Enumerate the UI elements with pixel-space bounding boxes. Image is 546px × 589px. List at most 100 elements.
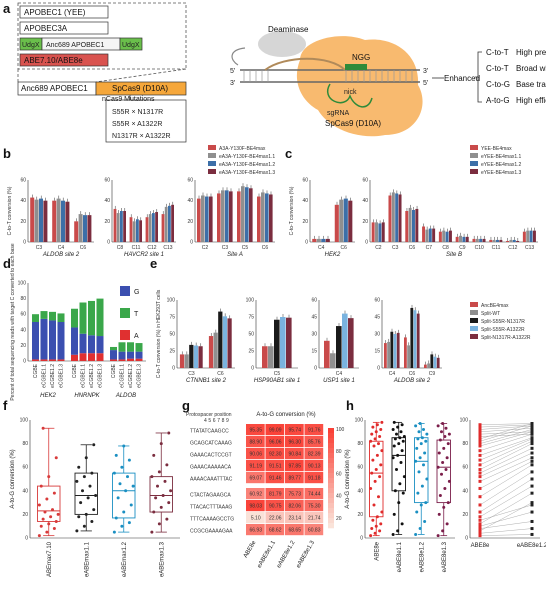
data-point: [116, 496, 120, 500]
y-tick-label: 40: [20, 198, 26, 204]
data-point: [120, 465, 124, 469]
color-scale-step: [328, 428, 334, 434]
y-tick-label: 80: [357, 441, 363, 447]
paired-point-left: [478, 430, 482, 434]
data-point: [127, 521, 131, 525]
paired-line: [479, 433, 533, 451]
legend-swatch: [470, 161, 478, 166]
paired-point-right: [530, 426, 534, 430]
data-point: [378, 529, 382, 533]
stacked-bar-segment: [57, 359, 65, 361]
x-tick-label: C4: [58, 245, 65, 251]
dna-rungs: [243, 70, 413, 82]
paired-line: [479, 457, 533, 482]
color-scale-label: 100: [336, 427, 345, 433]
y-tick-label: 0: [377, 366, 380, 372]
data-point: [437, 451, 441, 455]
x-tick-label: eCGBE1.3: [98, 364, 104, 388]
x-tick-label: C5: [242, 245, 249, 251]
sequence-label: TTTCAAAAGCCTG: [190, 517, 234, 523]
bar: [388, 195, 392, 242]
legend-label: Split-N1317R-A1322R: [481, 335, 531, 341]
y-tick-label: 60: [302, 178, 308, 184]
bar: [427, 363, 430, 368]
bar: [348, 200, 353, 242]
stacked-bar-segment: [118, 342, 126, 352]
bar: [334, 204, 339, 242]
y-tick-label: 20: [462, 512, 468, 518]
mutation-1: S55R × N1317R: [112, 109, 163, 116]
construct-list: APOBEC1 (YEE) APOBEC3A UdgX Anc689 APOBE…: [17, 2, 187, 70]
bar: [407, 345, 410, 368]
y-axis-label: A-to-G conversion (%): [345, 449, 351, 508]
y-tick-label: 100: [167, 298, 176, 304]
y-tick-label: 25: [169, 349, 175, 355]
legend-swatch: [470, 334, 478, 339]
data-point: [75, 479, 79, 483]
y-tick-label: 50: [169, 332, 175, 338]
paired-line: [479, 461, 533, 489]
site-label: Site A: [227, 252, 243, 258]
legend-swatch: [208, 153, 216, 158]
data-point: [90, 519, 94, 523]
bar: [482, 238, 486, 242]
panel-label-a: a: [3, 1, 11, 16]
x-tick-label: eCGBE1.1: [42, 364, 48, 388]
bar: [324, 340, 330, 368]
y-tick-label: 20: [22, 512, 28, 518]
paired-point-right: [530, 436, 534, 440]
data-point: [391, 427, 395, 431]
data-point: [440, 472, 443, 476]
stacked-bar-segment: [57, 313, 65, 322]
paired-point-left: [478, 471, 482, 475]
y-tick-label: 0: [190, 240, 193, 246]
data-point: [420, 436, 424, 440]
bar: [87, 215, 92, 242]
paired-point-left: [478, 463, 482, 467]
data-point: [169, 489, 173, 493]
y-tick-label: 20: [187, 219, 193, 225]
data-point: [441, 422, 445, 426]
sequence-label: TTATATCAAGCC: [190, 429, 229, 435]
bar: [416, 313, 420, 368]
bar: [312, 238, 317, 242]
heatmap-cell: [304, 436, 324, 448]
x-tick-label: eCGBE1.2: [89, 364, 95, 388]
data-point: [422, 427, 425, 431]
data-point: [371, 518, 375, 522]
deaminase-label: Deaminase: [268, 25, 309, 34]
stacked-bar-segment: [79, 302, 87, 334]
paired-point-left: [478, 442, 482, 446]
stacked-bar-segment: [32, 359, 39, 361]
color-scale-step: [328, 468, 334, 474]
x-tick-label: C5: [274, 371, 281, 377]
data-point: [379, 427, 383, 431]
displaced-strand: [264, 57, 346, 71]
data-point: [375, 453, 379, 457]
abe-label: ABE7.10/ABE8e: [24, 56, 83, 65]
data-point: [112, 530, 116, 534]
panel-g-heatmap: A-to-G conversion (%) Protospacer positio…: [186, 412, 345, 569]
x-tick-label: C3: [222, 245, 229, 251]
data-point: [84, 456, 88, 460]
bar: [56, 198, 61, 242]
heatmap-cell: [265, 524, 285, 536]
box-body: [436, 439, 451, 504]
color-scale-label: 80: [336, 449, 342, 455]
y-tick-label: 40: [104, 198, 110, 204]
bar: [339, 199, 344, 242]
bar: [179, 354, 185, 368]
heatmap-value: 22.06: [269, 516, 282, 522]
legend-label: eA3A-Y130F-BE4max1.3: [219, 170, 275, 176]
bar: [343, 198, 348, 242]
bar: [384, 343, 387, 368]
construct-list-frame: [17, 2, 187, 70]
y-axis-label: Percent of total sequencing reads with t…: [10, 243, 16, 401]
data-point: [75, 529, 79, 533]
data-point: [79, 501, 83, 505]
y-tick-label: 25: [248, 349, 254, 355]
panel-label-d: d: [3, 256, 11, 271]
data-point: [445, 456, 449, 460]
stacked-bar-segment: [96, 353, 104, 361]
